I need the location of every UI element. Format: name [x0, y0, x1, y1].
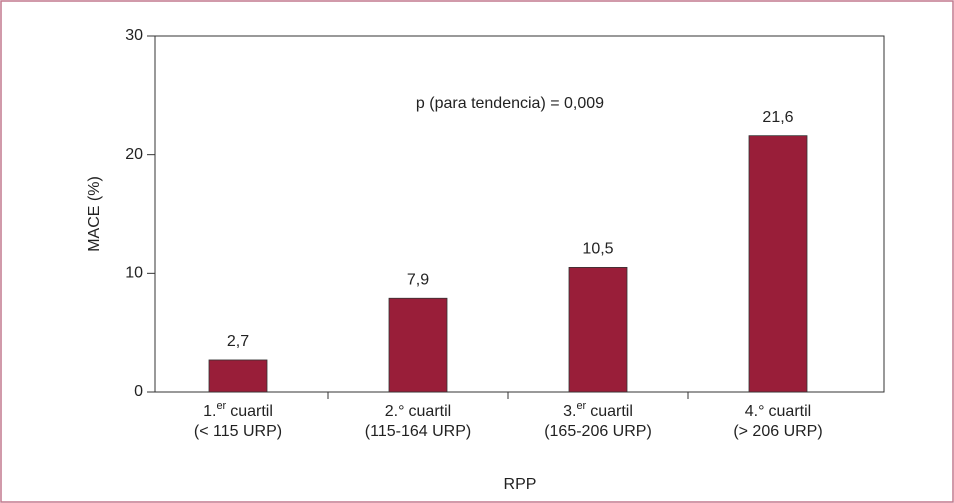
x-tick-label: 3.er cuartil	[563, 400, 633, 420]
category-word: cuartil	[590, 403, 633, 420]
x-tick-label: 4.° cuartil	[745, 403, 811, 420]
x-tick-label: (< 115 URP)	[194, 423, 282, 440]
value-label: 7,9	[407, 271, 429, 288]
annotation: p (para tendencia) = 0,009	[416, 95, 604, 112]
category-superscript: er	[216, 400, 226, 412]
bar	[208, 359, 268, 393]
y-tick-label: 30	[125, 27, 143, 44]
x-tick-label: (> 206 URP)	[733, 423, 822, 440]
category-word: cuartil	[769, 403, 812, 420]
category-ordinal: 1.	[203, 403, 216, 420]
bar	[748, 135, 808, 393]
y-tick-label: 20	[125, 146, 143, 163]
bar	[568, 266, 628, 393]
category-word: cuartil	[409, 403, 452, 420]
x-tick-label: (165-206 URP)	[544, 423, 652, 440]
value-label: 10,5	[582, 241, 613, 258]
x-tick-label: 2.° cuartil	[385, 403, 451, 420]
x-axis-label: RPP	[504, 476, 537, 493]
category-ordinal: 4.°	[745, 403, 765, 420]
category-superscript: er	[576, 400, 586, 412]
bar	[388, 297, 448, 393]
x-tick-label: (115-164 URP)	[365, 423, 471, 440]
value-label: 21,6	[762, 109, 793, 126]
category-word: cuartil	[230, 403, 273, 420]
category-ordinal: 3.	[563, 403, 576, 420]
category-ordinal: 2.°	[385, 403, 405, 420]
value-label: 2,7	[227, 333, 249, 350]
plot-area	[154, 35, 885, 393]
y-tick-label: 10	[125, 265, 143, 282]
x-tick-label: 1.er cuartil	[203, 400, 273, 420]
y-axis-label: MACE (%)	[86, 176, 103, 252]
y-tick-label: 0	[134, 383, 143, 400]
